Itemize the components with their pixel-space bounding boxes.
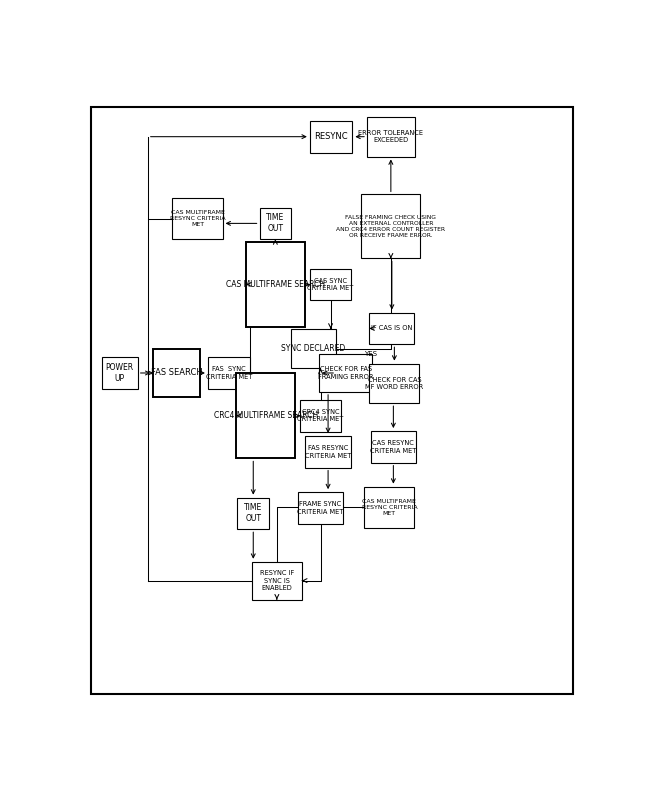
Text: FAS RESYNC
CRITERIA MET: FAS RESYNC CRITERIA MET	[305, 445, 351, 458]
Bar	[369, 312, 415, 344]
Bar	[364, 487, 415, 528]
Text: CAS MULTIFRAME
RESYNC CRITERIA
MET: CAS MULTIFRAME RESYNC CRITERIA MET	[362, 499, 417, 516]
Bar	[369, 363, 419, 403]
Bar	[208, 357, 251, 389]
Text: RESYNC IF
SYNC IS
ENABLED: RESYNC IF SYNC IS ENABLED	[260, 570, 294, 591]
Text: POWER
UP: POWER UP	[106, 363, 133, 383]
Bar	[172, 197, 223, 239]
Text: TIME
OUT: TIME OUT	[244, 504, 262, 523]
Bar	[251, 561, 302, 600]
Text: FAS SEARCH: FAS SEARCH	[150, 369, 202, 377]
Text: CAS MULTIFRAME SEARCH: CAS MULTIFRAME SEARCH	[226, 280, 325, 289]
Text: TIME
OUT: TIME OUT	[266, 213, 284, 233]
Bar	[102, 357, 138, 389]
Bar	[298, 492, 343, 524]
Bar	[361, 194, 421, 259]
Bar	[246, 242, 305, 328]
Text: CRC4 MULTIFRAME SEARCH: CRC4 MULTIFRAME SEARCH	[214, 412, 318, 420]
Text: RESYNC: RESYNC	[314, 132, 348, 141]
Text: CHECK FOR FAS
FRAMING ERROR: CHECK FOR FAS FRAMING ERROR	[318, 366, 373, 380]
Text: CAS RESYNC
CRITERIA MET: CAS RESYNC CRITERIA MET	[370, 440, 417, 454]
Bar	[319, 354, 372, 392]
Text: FAS  SYNC
CRITERIA MET: FAS SYNC CRITERIA MET	[206, 366, 252, 380]
Text: YES: YES	[364, 351, 377, 357]
Text: CHECK FOR CAS
MF WORD ERROR: CHECK FOR CAS MF WORD ERROR	[365, 377, 424, 390]
Text: FALSE FRAMING CHECK USING
AN EXTERNAL CONTROLLER
AND CRC4 ERROR COUNT REGISTER
O: FALSE FRAMING CHECK USING AN EXTERNAL CO…	[336, 215, 445, 238]
Bar	[371, 431, 416, 463]
Bar	[236, 373, 295, 458]
Bar	[237, 497, 269, 529]
Bar	[310, 269, 351, 301]
Text: IF CAS IS ON: IF CAS IS ON	[371, 325, 413, 331]
Bar	[300, 400, 341, 431]
Bar	[367, 117, 415, 156]
Bar	[154, 349, 200, 396]
Text: CRC4 SYNC
CRITERIA MET: CRC4 SYNC CRITERIA MET	[297, 409, 343, 423]
Bar	[310, 121, 353, 152]
Text: SYNC DECLARED: SYNC DECLARED	[281, 344, 345, 353]
Bar	[291, 329, 336, 369]
Text: CAS MULTIFRAME
RESYNC CRITERIA
MET: CAS MULTIFRAME RESYNC CRITERIA MET	[170, 210, 226, 228]
Text: FRAME SYNC
CRITERIA MET: FRAME SYNC CRITERIA MET	[297, 501, 343, 515]
Bar	[260, 208, 291, 239]
Text: CAS SYNC
CRITERIA MET: CAS SYNC CRITERIA MET	[307, 278, 354, 291]
Bar	[305, 436, 351, 468]
Text: ERROR TOLERANCE
EXCEEDED: ERROR TOLERANCE EXCEEDED	[358, 130, 423, 144]
